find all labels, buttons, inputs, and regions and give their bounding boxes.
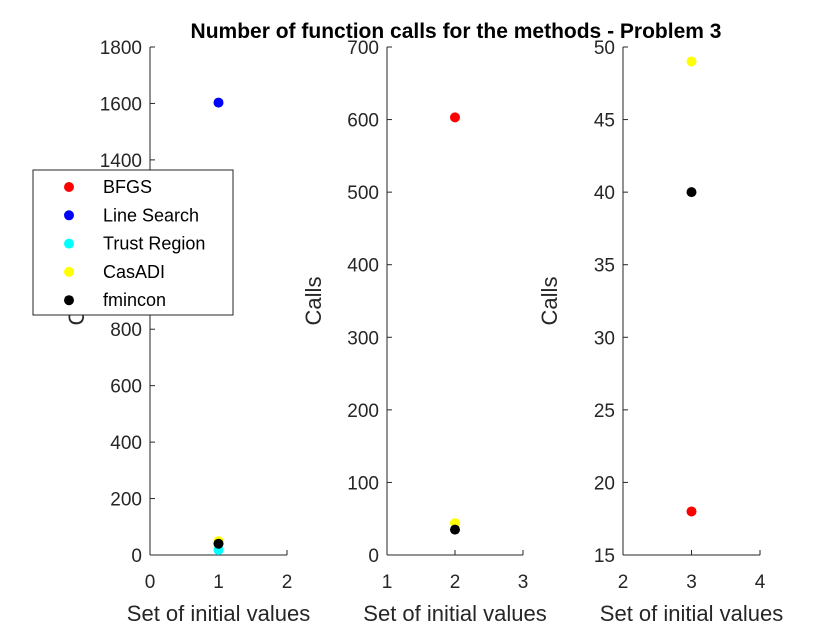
y-tick-label: 0 (368, 546, 379, 567)
x-tick-label: 3 (686, 572, 697, 593)
legend-marker (64, 182, 74, 192)
y-tick-label: 300 (347, 328, 379, 349)
y-tick-label: 1600 (100, 94, 142, 115)
y-tick-label: 35 (594, 256, 615, 277)
y-tick-label: 25 (594, 401, 615, 422)
y-tick-label: 15 (594, 546, 615, 567)
y-tick-label: 200 (110, 490, 142, 511)
data-point-bfgs (450, 112, 460, 123)
subplot-2: 0 100 200 300 400 500 600 700 1 2 3 Set of initial … (301, 38, 547, 626)
data-point-fmincon (213, 538, 224, 549)
y-tick-label: 1800 (100, 38, 142, 59)
x-axis-label: Set of initial values (600, 601, 783, 626)
data-point-fmincon (450, 524, 460, 535)
y-tick-label: 30 (594, 328, 615, 349)
legend-label: BFGS (103, 177, 152, 197)
chart-title: Number of function calls for the methods… (191, 20, 722, 43)
x-axis-label: Set of initial values (363, 601, 546, 626)
subplot-3: 15 20 25 30 35 40 45 50 2 3 4 Set of initial values… (537, 38, 783, 626)
x-tick-label: 1 (213, 572, 224, 593)
y-tick-label: 600 (110, 377, 142, 398)
y-tick-label: 100 (347, 473, 379, 494)
x-axis-label: Set of initial values (127, 601, 310, 626)
y-tick-label: 500 (347, 183, 379, 204)
y-tick-label: 1400 (100, 151, 142, 172)
y-tick-label: 20 (594, 473, 615, 494)
y-tick-label: 50 (594, 38, 615, 59)
y-tick-label: 400 (347, 256, 379, 277)
legend-label: Line Search (103, 205, 199, 225)
data-point-casadi (686, 56, 697, 67)
y-tick-label: 200 (347, 401, 379, 422)
x-tick-label: 0 (145, 572, 156, 593)
legend-marker (64, 295, 74, 306)
x-tick-label: 4 (755, 572, 766, 593)
legend-label: CasADI (103, 262, 165, 282)
y-axis-label: Calls (301, 277, 326, 326)
legend-label: fmincon (103, 290, 166, 310)
x-tick-label: 2 (618, 572, 629, 593)
y-tick-label: 800 (110, 320, 142, 341)
legend-marker (64, 238, 74, 249)
legend-marker (64, 210, 74, 221)
legend-marker (64, 266, 74, 277)
y-tick-label: 40 (594, 183, 615, 204)
x-tick-label: 1 (382, 572, 393, 593)
data-point-line-search (213, 97, 224, 108)
data-point-bfgs (686, 506, 697, 517)
x-tick-label: 2 (282, 572, 293, 593)
x-tick-label: 3 (518, 572, 529, 593)
y-tick-label: 400 (110, 433, 142, 454)
x-tick-label: 2 (450, 572, 461, 593)
legend-label: Trust Region (103, 234, 205, 254)
data-point-fmincon (686, 187, 697, 198)
y-tick-label: 0 (131, 546, 142, 567)
y-tick-label: 600 (347, 111, 379, 132)
y-tick-label: 45 (594, 111, 615, 132)
y-tick-label: 700 (347, 38, 379, 59)
y-axis-label: Calls (537, 277, 562, 326)
legend: BFGS Line Search Trust Region CasADI fmincon (32, 169, 234, 316)
